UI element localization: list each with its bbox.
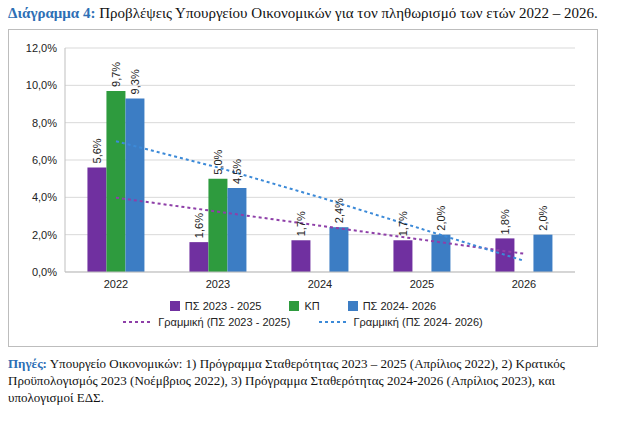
svg-text:2,0%: 2,0%: [537, 205, 549, 230]
svg-text:10,0%: 10,0%: [26, 79, 57, 91]
svg-text:2024: 2024: [308, 278, 332, 290]
svg-text:1,6%: 1,6%: [193, 213, 205, 238]
svg-text:2,0%: 2,0%: [32, 229, 57, 241]
svg-text:9,3%: 9,3%: [129, 69, 141, 94]
svg-text:1,7%: 1,7%: [397, 211, 409, 236]
svg-text:2,0%: 2,0%: [435, 205, 447, 230]
svg-text:2023: 2023: [206, 278, 230, 290]
svg-text:5,6%: 5,6%: [91, 138, 103, 163]
svg-text:2026: 2026: [512, 278, 536, 290]
html-text:ΠΣ 2024- 2026: ΠΣ 2024- 2026: [362, 300, 437, 312]
html-text:Πηγές: Υπουργείο Οικονομικών:: Πηγές: Υπουργείο Οικονομικών: 1) Πρόγραμ…: [8, 356, 565, 405]
svg-text:4,5%: 4,5%: [231, 159, 243, 184]
html-text:Γραμμική (ΠΣ 2023 - 2025): Γραμμική (ΠΣ 2023 - 2025): [158, 316, 291, 328]
svg-text:6,0%: 6,0%: [32, 154, 57, 166]
svg-text:12,0%: 12,0%: [26, 42, 57, 54]
svg-text:2022: 2022: [104, 278, 128, 290]
svg-text:0,0%: 0,0%: [32, 266, 57, 278]
svg-text:2025: 2025: [410, 278, 434, 290]
svg-text:8,0%: 8,0%: [32, 117, 57, 129]
svg-text:5,0%: 5,0%: [212, 149, 224, 174]
html-text:Γραμμική (ΠΣ 2024- 2026): Γραμμική (ΠΣ 2024- 2026): [353, 316, 483, 328]
svg-text:1,7%: 1,7%: [295, 211, 307, 236]
svg-text:1,8%: 1,8%: [499, 209, 511, 234]
svg-text:4,0%: 4,0%: [32, 191, 57, 203]
html-text:ΚΠ: ΚΠ: [304, 300, 320, 312]
html-text:ΠΣ 2023 - 2025: ΠΣ 2023 - 2025: [184, 300, 262, 312]
svg-text:9,7%: 9,7%: [110, 62, 122, 87]
svg-text:2,4%: 2,4%: [333, 198, 345, 223]
html-text:Διάγραμμα 4: Προβλέψεις Υπουργ: Διάγραμμα 4: Προβλέψεις Υπουργείου Οικον…: [8, 5, 598, 21]
